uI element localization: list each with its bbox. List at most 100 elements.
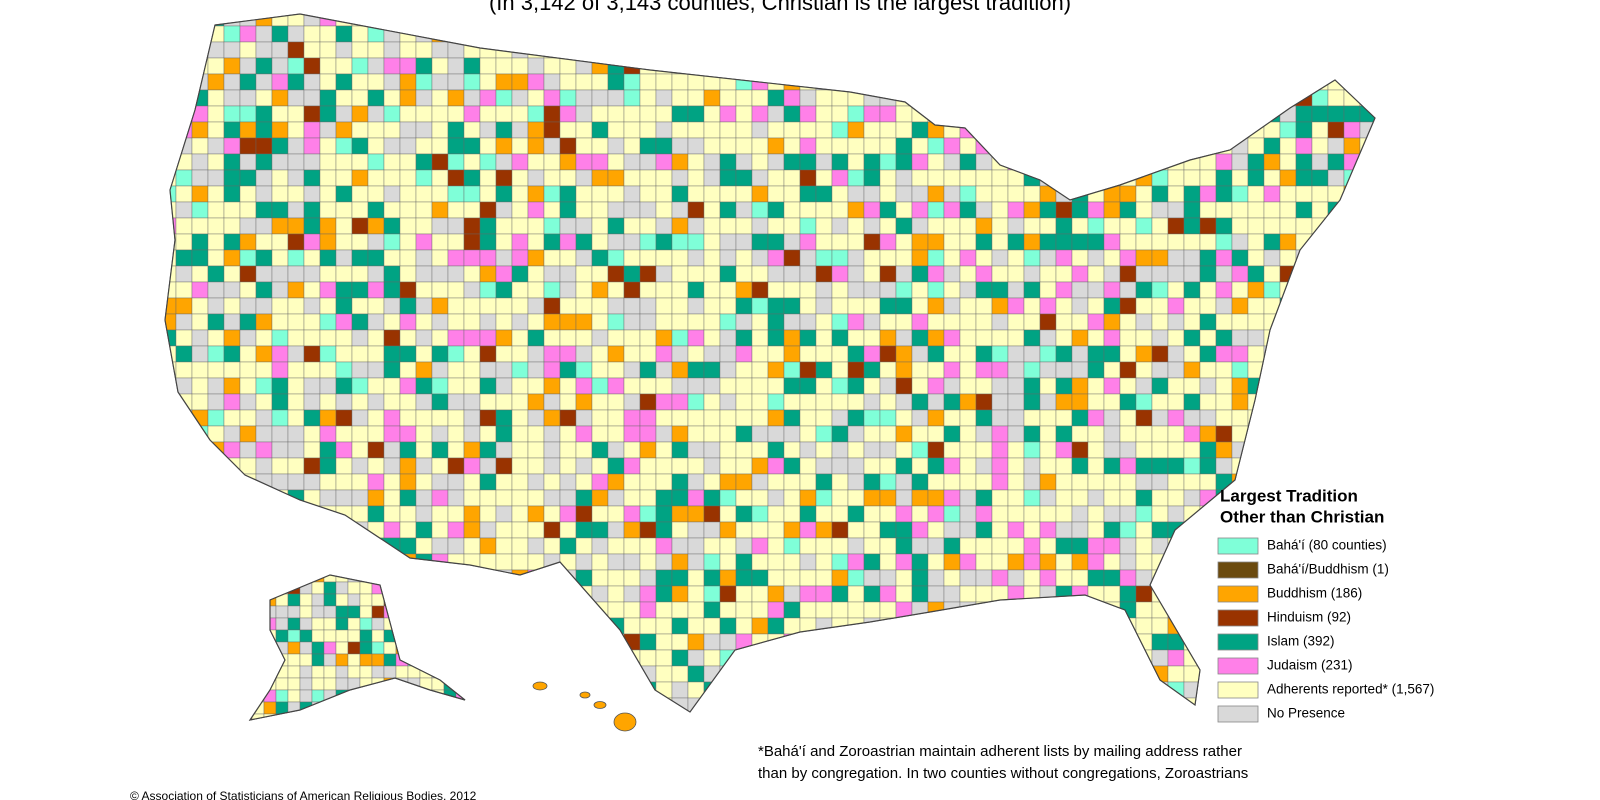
county: [207, 265, 225, 283]
county: [751, 601, 769, 619]
county: [1007, 233, 1025, 251]
county: [255, 57, 273, 75]
county: [431, 697, 449, 712]
county: [911, 361, 929, 379]
county: [431, 521, 449, 539]
county: [347, 713, 361, 720]
county: [1103, 153, 1121, 171]
county: [751, 361, 769, 379]
county: [1023, 569, 1041, 587]
county: [299, 641, 313, 655]
county: [687, 345, 705, 363]
county: [319, 393, 337, 411]
county: [671, 121, 689, 139]
county: [895, 169, 913, 187]
county: [879, 137, 897, 155]
county: [1199, 505, 1217, 523]
county: [863, 265, 881, 283]
county: [879, 553, 897, 571]
county: [527, 601, 545, 619]
county: [1135, 41, 1153, 59]
county: [655, 41, 673, 59]
county: [671, 585, 689, 603]
county: [1007, 265, 1025, 283]
county: [175, 73, 193, 91]
county: [319, 201, 337, 219]
county: [527, 57, 545, 75]
county: [895, 153, 913, 171]
county: [479, 153, 497, 171]
county: [463, 681, 481, 699]
county: [719, 249, 737, 267]
county: [511, 377, 529, 395]
county: [703, 281, 721, 299]
county: [879, 41, 897, 59]
county: [543, 41, 561, 59]
county: [719, 633, 737, 651]
county: [639, 537, 657, 555]
county: [735, 297, 753, 315]
county: [863, 537, 881, 555]
county: [511, 313, 529, 331]
county: [639, 569, 657, 587]
county: [407, 629, 421, 643]
county: [468, 654, 480, 666]
hawaii-island: [593, 701, 607, 709]
county: [287, 297, 305, 315]
county: [415, 569, 433, 587]
county: [287, 217, 305, 235]
county: [799, 201, 817, 219]
county: [303, 361, 321, 379]
county: [335, 425, 353, 443]
county: [1343, 281, 1361, 299]
county: [463, 649, 481, 667]
county: [1183, 329, 1201, 347]
county: [719, 137, 737, 155]
county: [1071, 553, 1089, 571]
county: [431, 201, 449, 219]
county: [1071, 137, 1089, 155]
county: [223, 185, 241, 203]
county: [783, 313, 801, 331]
county: [207, 169, 225, 187]
county: [443, 629, 457, 643]
county: [1279, 153, 1297, 171]
county: [575, 601, 593, 619]
county: [1167, 201, 1185, 219]
county: [1023, 361, 1041, 379]
county: [287, 457, 305, 475]
county: [1103, 681, 1121, 699]
county: [991, 425, 1009, 443]
county: [959, 473, 977, 491]
county: [335, 457, 353, 475]
county: [175, 601, 193, 619]
county: [447, 73, 465, 91]
county: [479, 25, 497, 43]
county: [1295, 185, 1313, 203]
county: [479, 649, 497, 667]
county: [943, 121, 961, 139]
county: [479, 361, 497, 379]
county: [299, 629, 313, 643]
county: [463, 329, 481, 347]
county: [543, 537, 561, 555]
county: [1119, 473, 1137, 491]
county: [1007, 681, 1025, 699]
county: [655, 585, 673, 603]
county: [1119, 377, 1137, 395]
county: [1199, 649, 1217, 667]
county: [175, 521, 193, 539]
county: [783, 649, 801, 667]
county: [303, 505, 321, 523]
county: [335, 313, 353, 331]
county: [831, 169, 849, 187]
county: [1007, 617, 1025, 635]
county: [1071, 665, 1089, 683]
county: [799, 41, 817, 59]
county: [1103, 169, 1121, 187]
county: [719, 569, 737, 587]
county: [415, 441, 433, 459]
county: [175, 665, 193, 683]
county: [271, 329, 289, 347]
county: [1247, 313, 1265, 331]
